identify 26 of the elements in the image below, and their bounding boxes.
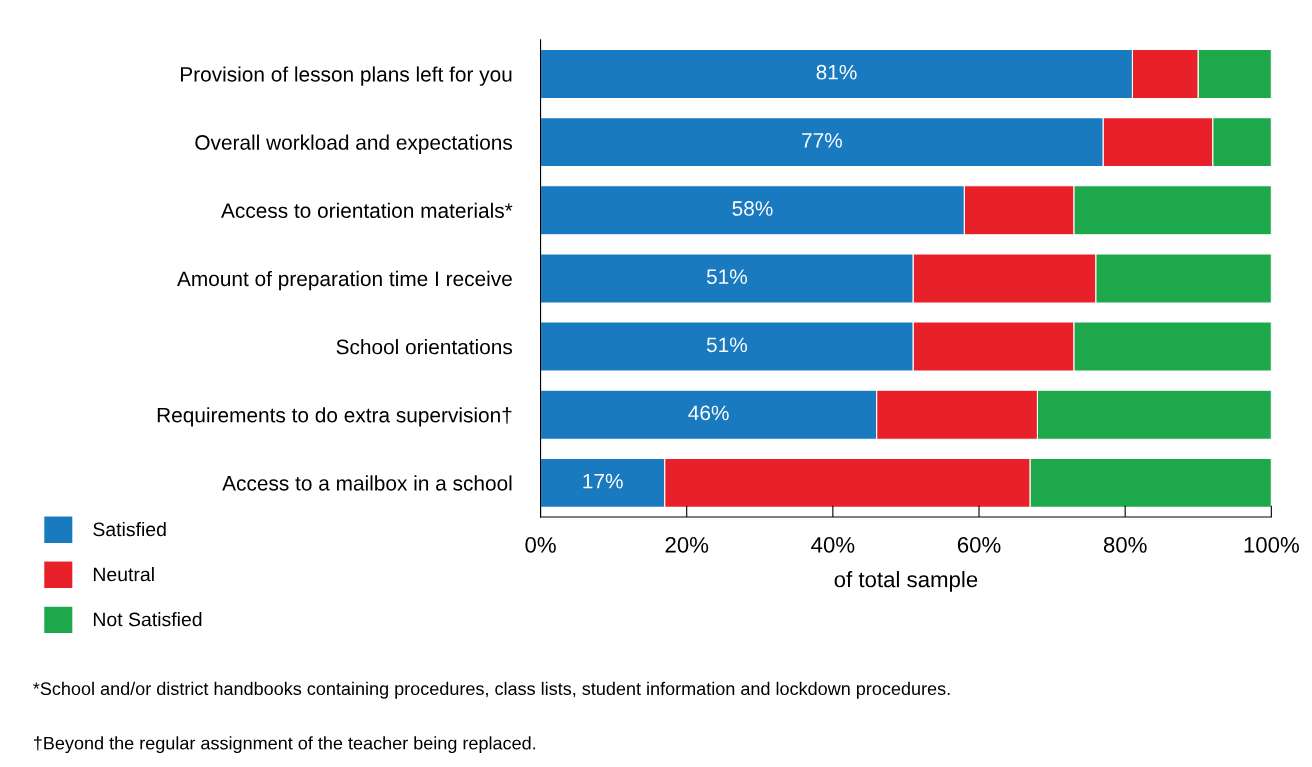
x-tick-label: 0% (525, 536, 556, 553)
text: †Beyond the regular assignment of the teacher being replaced. (34, 736, 536, 754)
data-label: 77% (802, 133, 842, 148)
y-tick-label: Overall workload and expectations (195, 134, 513, 154)
x-tick-label: 80% (1103, 536, 1147, 553)
y-tick-label: Provision of lesson plans left for you (180, 66, 512, 86)
x-tick-label: 40% (811, 536, 855, 553)
y-tick-label: Requirements to do extra supervision† (157, 407, 512, 427)
legend-label: Not Satisfied (93, 612, 202, 627)
data-label: 51% (706, 269, 747, 285)
legend-label: Satisfied (93, 521, 166, 537)
y-tick-label: Access to a mailbox in a school (222, 475, 512, 491)
x-axis-title: of total sample (834, 571, 978, 592)
x-tick-label: 60% (957, 536, 1001, 553)
x-tick-label: 20% (665, 536, 709, 553)
data-label: 51% (706, 337, 747, 353)
y-tick-label: Amount of preparation time I receive (177, 270, 512, 291)
text: *School and/or district handbooks containing procedures, class lists, student information and lockdown procedures. (33, 681, 950, 699)
data-label: 46% (688, 405, 729, 421)
x-tick-label: 100% (1244, 536, 1299, 553)
data-label: 58% (732, 201, 773, 216)
y-tick-label: Access to orientation materials* (221, 202, 513, 219)
y-tick-label: School orientations (336, 339, 513, 355)
data-label: 81% (816, 64, 857, 80)
legend-label: Neutral (93, 567, 154, 582)
data-label: 17% (583, 473, 623, 489)
